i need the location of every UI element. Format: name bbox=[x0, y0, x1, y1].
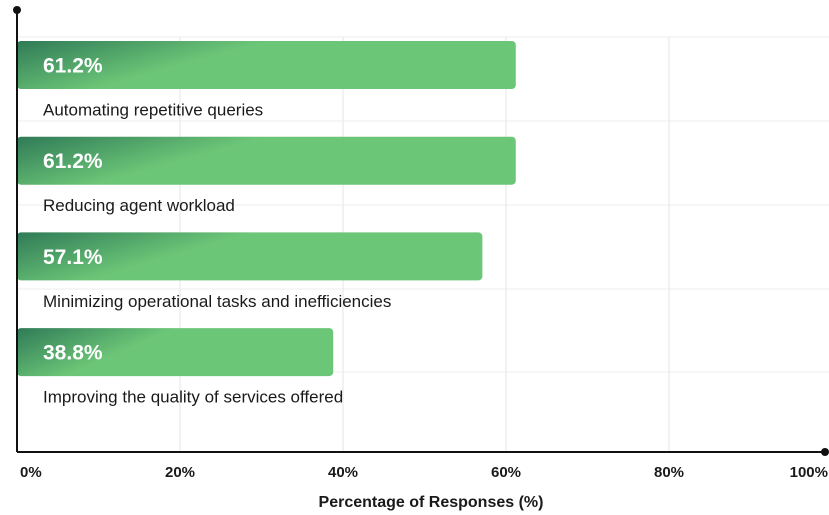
bar bbox=[17, 136, 516, 185]
category-label: Reducing agent workload bbox=[43, 196, 235, 215]
value-label: 57.1% bbox=[43, 246, 103, 269]
value-label: 61.2% bbox=[43, 55, 103, 78]
x-tick-label: 0% bbox=[20, 464, 42, 481]
x-tick-label: 40% bbox=[328, 464, 358, 481]
category-label: Automating repetitive queries bbox=[43, 100, 263, 119]
x-ticks: 0% 20% 40% 60% 80% 100% bbox=[20, 464, 828, 481]
value-label: 61.2% bbox=[43, 150, 103, 173]
x-tick-label: 80% bbox=[654, 464, 684, 481]
bar bbox=[17, 328, 334, 377]
x-tick-label: 60% bbox=[491, 464, 521, 481]
x-tick-label: 20% bbox=[165, 464, 195, 481]
bars: 61.2% Automating repetitive queries 61.2% R… bbox=[17, 41, 516, 407]
y-axis-cap bbox=[13, 6, 21, 14]
value-label: 38.8% bbox=[43, 342, 103, 365]
bar bbox=[17, 232, 483, 281]
x-tick-label: 100% bbox=[790, 464, 828, 481]
x-axis-title: Percentage of Responses (%) bbox=[319, 494, 544, 511]
bar bbox=[17, 41, 516, 89]
x-axis-cap bbox=[821, 448, 829, 456]
category-label: Minimizing operational tasks and ineffic… bbox=[43, 292, 391, 311]
category-label: Improving the quality of services offere… bbox=[43, 388, 343, 407]
